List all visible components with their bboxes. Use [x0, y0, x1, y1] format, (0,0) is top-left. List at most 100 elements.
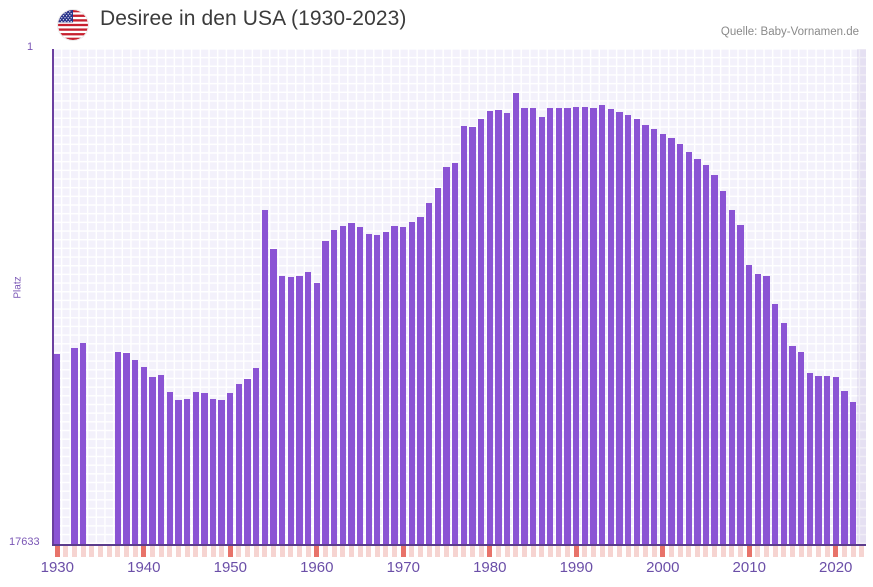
bar-2009 — [737, 225, 744, 544]
bar-2001 — [668, 138, 675, 544]
y-axis-top-label: 1 — [27, 41, 34, 53]
bar-2003 — [685, 152, 692, 544]
bar-2010 — [746, 265, 753, 544]
x-tick-1992 — [591, 546, 597, 557]
x-tick-1994 — [608, 546, 614, 557]
bar-1997 — [633, 118, 640, 544]
x-tick-1958 — [296, 546, 302, 557]
x-tick-1954 — [262, 546, 268, 557]
x-tick-1986 — [539, 546, 545, 557]
bar-1953 — [253, 367, 260, 544]
bar-1995 — [616, 111, 623, 544]
x-tick-1935 — [98, 546, 104, 557]
bar-2004 — [694, 159, 701, 544]
bar-1943 — [166, 392, 173, 544]
bar-1938 — [123, 352, 130, 544]
x-tick-1947 — [201, 546, 207, 557]
x-tick-1930 — [54, 546, 60, 557]
bar-1941 — [149, 377, 156, 544]
x-tick-1990 — [573, 546, 579, 557]
bar-1993 — [599, 105, 606, 544]
x-tick-1959 — [305, 546, 311, 557]
x-tick-2001 — [668, 546, 674, 557]
x-tick-1982 — [504, 546, 510, 557]
bar-1977 — [460, 126, 467, 544]
bar-2020 — [832, 376, 839, 544]
bar-2018 — [815, 375, 822, 544]
x-tick-1956 — [279, 546, 285, 557]
bar-1992 — [590, 107, 597, 544]
x-tick-2000 — [660, 546, 666, 557]
bar-1946 — [192, 392, 199, 544]
bar-2008 — [728, 209, 736, 544]
bar-1999 — [650, 129, 658, 544]
x-tick-2006 — [712, 546, 718, 557]
bar-1961 — [322, 241, 329, 544]
x-tick-1948 — [210, 546, 216, 557]
x-tick-2003 — [686, 546, 692, 557]
x-axis-line — [52, 544, 866, 546]
x-tick-1997 — [634, 546, 640, 557]
x-tick-1946 — [193, 546, 199, 557]
x-tick-1971 — [409, 546, 415, 557]
bar-1988 — [555, 107, 563, 544]
x-tick-1933 — [80, 546, 86, 557]
x-tick-1961 — [322, 546, 328, 557]
x-tick-2005 — [703, 546, 709, 557]
x-tick-1932 — [72, 546, 78, 557]
bar-2016 — [797, 351, 805, 544]
bar-1966 — [365, 234, 372, 544]
bar-1975 — [443, 166, 450, 544]
x-axis-label-1930: 1930 — [40, 559, 74, 576]
x-tick-1938 — [124, 546, 130, 557]
bar-1967 — [374, 234, 381, 544]
chart-plot-area — [53, 49, 866, 544]
chart-header: Desiree in den USA (1930-2023) Quelle: B… — [0, 0, 873, 46]
bar-1949 — [218, 400, 225, 544]
x-tick-1991 — [582, 546, 588, 557]
x-tick-2014 — [781, 546, 787, 557]
x-tick-2016 — [798, 546, 804, 557]
bar-1996 — [624, 115, 632, 544]
bar-2007 — [720, 190, 727, 544]
x-axis-label-1970: 1970 — [386, 559, 420, 576]
bar-series-desiree — [53, 49, 866, 544]
bar-1954 — [261, 209, 269, 544]
x-tick-2012 — [764, 546, 770, 557]
bar-1939 — [132, 360, 139, 544]
x-tick-1945 — [184, 546, 190, 557]
bar-1973 — [426, 203, 433, 544]
bar-1944 — [175, 400, 182, 544]
bar-1998 — [642, 124, 649, 544]
bar-1980 — [486, 111, 493, 544]
bar-1985 — [529, 107, 537, 544]
y-axis-bottom-label: 17633 — [9, 536, 40, 548]
bar-1971 — [408, 221, 416, 544]
x-tick-1955 — [271, 546, 277, 557]
x-tick-1987 — [547, 546, 553, 557]
bar-1989 — [564, 107, 571, 544]
bar-1960 — [313, 283, 320, 544]
x-tick-1950 — [227, 546, 233, 557]
bar-1958 — [296, 275, 303, 544]
x-tick-1979 — [478, 546, 484, 557]
x-axis-label-1940: 1940 — [127, 559, 161, 576]
bar-1981 — [495, 109, 502, 544]
x-axis-label-1950: 1950 — [213, 559, 247, 576]
x-tick-1965 — [357, 546, 363, 557]
x-tick-1937 — [115, 546, 121, 557]
x-tick-1969 — [392, 546, 398, 557]
bar-1984 — [521, 108, 528, 544]
bar-1990 — [573, 107, 580, 544]
us-flag-icon — [58, 10, 88, 40]
x-tick-2002 — [677, 546, 683, 557]
x-tick-2022 — [850, 546, 856, 557]
bar-1952 — [244, 378, 251, 544]
y-axis-title: Platz — [12, 276, 24, 299]
x-tick-1939 — [132, 546, 138, 557]
x-tick-2019 — [824, 546, 830, 557]
x-tick-1998 — [642, 546, 648, 557]
x-tick-1962 — [331, 546, 337, 557]
x-tick-2004 — [694, 546, 700, 557]
x-tick-2015 — [789, 546, 795, 557]
